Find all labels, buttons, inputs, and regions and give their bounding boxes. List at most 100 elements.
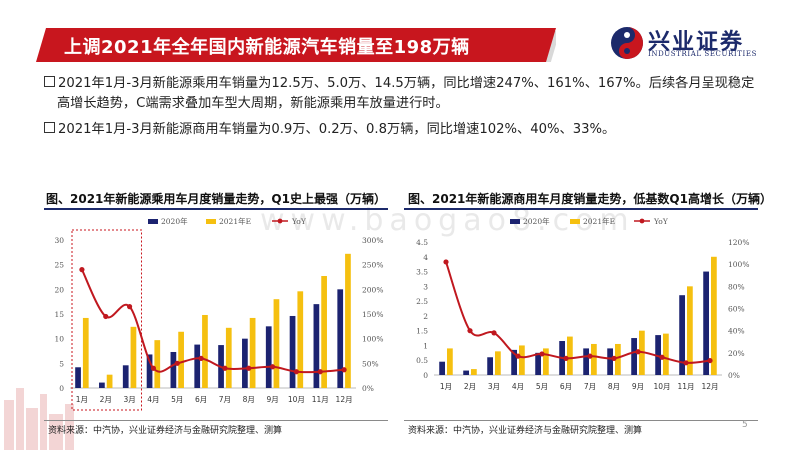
y-tick-label-left: 10 (54, 335, 64, 344)
y-tick-label-left: 3.5 (416, 268, 428, 277)
y-tick-label-left: 30 (54, 236, 64, 245)
y-tick-label-left: 0.5 (416, 356, 428, 365)
bar-2021 (178, 331, 184, 388)
logo-emblem-icon (611, 27, 643, 59)
bar-2020 (99, 382, 105, 388)
yoy-line (81, 269, 345, 374)
bar-2020 (122, 365, 129, 388)
x-tick-label: 10月 (653, 382, 670, 391)
bar-2020 (242, 338, 248, 388)
bar-2020 (265, 326, 272, 388)
yoy-point (79, 267, 85, 273)
yoy-point (539, 351, 545, 357)
yoy-point (611, 355, 617, 361)
bar-2020 (583, 348, 589, 375)
yoy-point (659, 354, 665, 360)
x-tick-label: 11月 (677, 382, 694, 391)
y-tick-label-right: 0% (362, 384, 374, 393)
yoy-point (246, 365, 252, 371)
y-tick-label-left: 20 (54, 285, 64, 294)
x-tick-label: 12月 (336, 395, 353, 404)
y-tick-label-left: 0 (423, 371, 428, 380)
y-tick-label-left: 4 (423, 253, 428, 262)
bar-2020 (170, 351, 177, 388)
y-tick-label-right: 80% (728, 282, 745, 291)
yoy-point (707, 357, 713, 364)
yoy-point (126, 304, 133, 310)
yoy-point (222, 365, 228, 371)
legend-label: 2020年 (523, 216, 550, 226)
y-tick-label-right: 50% (362, 359, 379, 368)
x-tick-label: 4月 (512, 382, 524, 391)
chart-title-rule (404, 208, 758, 210)
yoy-line (445, 261, 711, 364)
x-tick-label: 11月 (312, 395, 329, 404)
bar-2020 (607, 348, 613, 375)
y-tick-label-left: 1.5 (416, 327, 428, 336)
chart-title-passenger: 图、2021年新能源乘用车月度销量走势，Q1史上最强（万辆） (46, 192, 386, 206)
title-banner: 上调2021年全年国内新能源汽车销量至198万辆 (36, 28, 556, 62)
source-note-commercial: 资料来源：中汽协，兴业证券经济与金融研究院整理、测算 (408, 426, 643, 436)
yoy-point (150, 365, 157, 371)
bar-2021 (225, 327, 232, 388)
logo-name: 兴业证券 (648, 30, 745, 55)
y-tick-label-right: 300% (362, 236, 383, 245)
bar-2020 (439, 361, 445, 375)
bullet-commercial: 2021年1月-3月新能源商用车销量为0.9万、0.2万、0.8万辆，同比增速1… (44, 120, 764, 140)
bullet-text: 2021年1月-3月新能源商用车销量为0.9万、0.2万、0.8万辆，同比增速1… (58, 122, 616, 137)
x-tick-label: 12月 (701, 382, 718, 391)
bar-2021 (154, 340, 161, 388)
company-logo: 兴业证券 INDUSTRIAL SECURITIES (610, 22, 770, 66)
x-tick-label: 9月 (266, 395, 278, 404)
bar-2021 (321, 276, 327, 388)
x-tick-label: 3月 (123, 395, 135, 404)
x-tick-label: 8月 (243, 395, 255, 404)
y-tick-label-right: 0% (728, 371, 740, 380)
y-tick-label-left: 1 (423, 341, 428, 350)
y-tick-label-left: 3 (423, 282, 428, 291)
yoy-point (443, 259, 449, 265)
legend-swatch-2020 (148, 219, 158, 224)
bar-2021 (567, 336, 573, 375)
bar-2020 (655, 335, 661, 375)
bar-2021 (615, 343, 621, 375)
x-tick-label: 2月 (464, 382, 476, 391)
page-number: 5 (742, 420, 748, 430)
legend-swatch-2021 (206, 219, 216, 224)
x-tick-label: 4月 (147, 395, 159, 404)
x-tick-label: 8月 (608, 382, 620, 391)
x-tick-label: 2月 (100, 395, 112, 404)
legend-label: 2021年E (583, 216, 615, 226)
y-tick-label-left: 15 (54, 310, 64, 319)
yoy-point (635, 349, 641, 355)
bar-2020 (535, 352, 541, 375)
x-tick-label: 10月 (288, 395, 305, 404)
legend-label: 2020年 (161, 216, 188, 226)
chart-title-rule (44, 208, 388, 210)
bar-2020 (631, 338, 637, 375)
y-tick-label-left: 2.5 (416, 297, 428, 306)
skyline-decoration (4, 388, 74, 450)
y-tick-label-left: 25 (54, 261, 64, 270)
yoy-point (587, 353, 593, 359)
bar-2021 (82, 317, 89, 388)
bar-2021 (130, 326, 137, 388)
bar-2021 (663, 333, 669, 375)
q1-highlight-box (71, 229, 142, 411)
bar-2021 (249, 317, 256, 388)
x-tick-label: 7月 (219, 395, 231, 404)
bar-2020 (75, 367, 81, 388)
bar-2021 (297, 291, 304, 388)
logo-subtitle: INDUSTRIAL SECURITIES (648, 50, 757, 58)
y-tick-label-right: 150% (362, 310, 383, 319)
x-tick-label: 5月 (171, 395, 183, 404)
yoy-point (317, 369, 323, 375)
bullet-square-icon (44, 76, 55, 87)
chart-bottom-rule (44, 420, 388, 421)
bar-2021 (711, 256, 717, 375)
bullet-text-cont: 高增长趋势，C端需求叠加车型大周期，新能源乘用车放量进行时。 (57, 96, 449, 111)
yoy-point (683, 360, 689, 366)
bar-2021 (106, 374, 113, 388)
y-tick-label-left: 2 (423, 312, 428, 321)
